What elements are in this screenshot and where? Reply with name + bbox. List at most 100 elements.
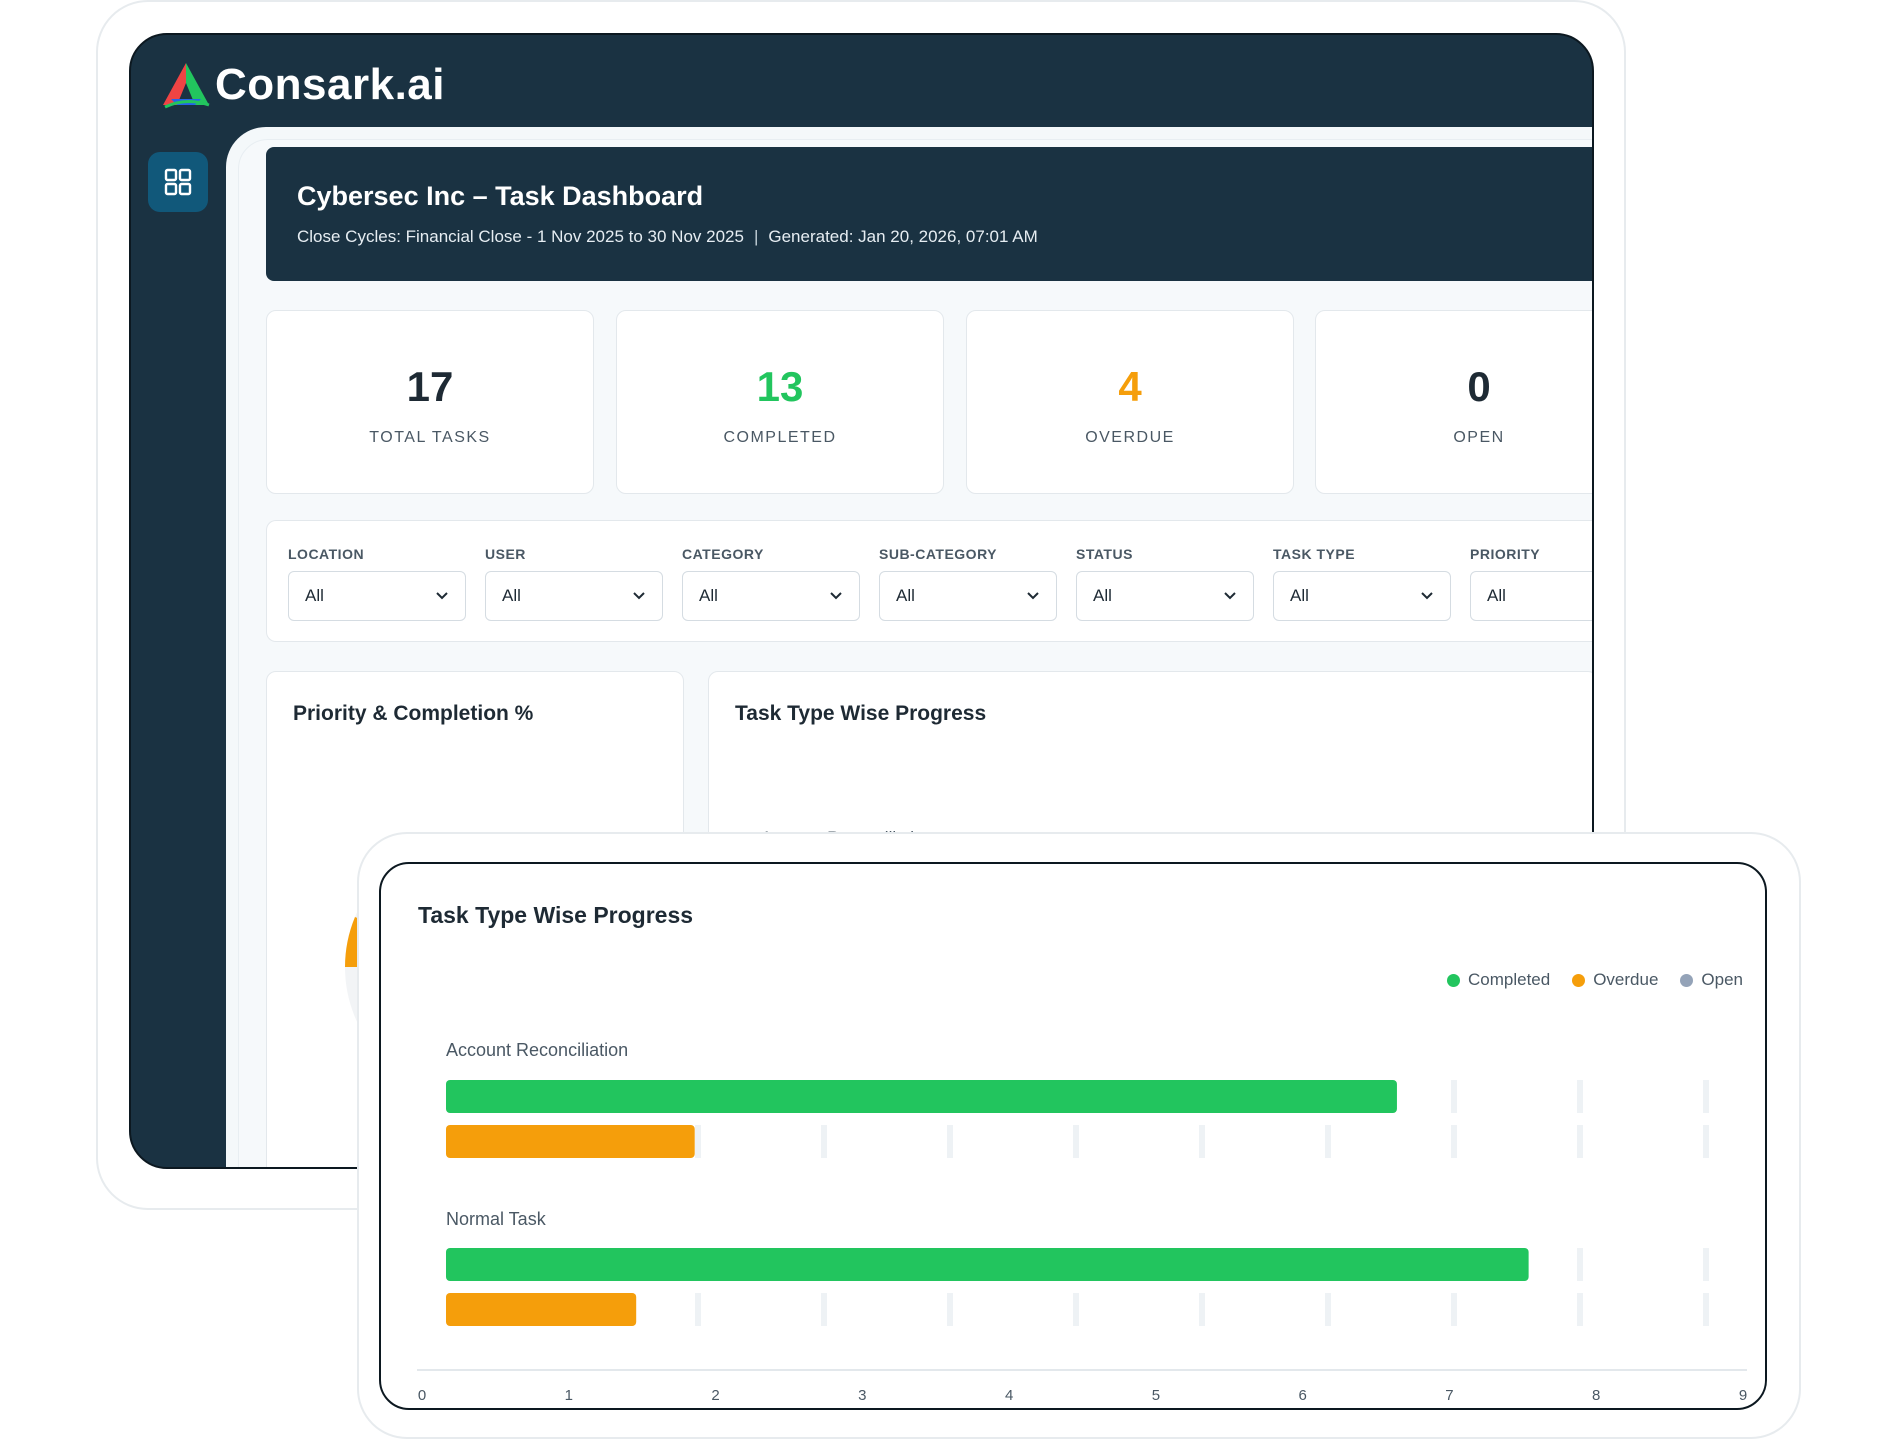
stat-value: 17: [406, 363, 454, 410]
legend-item-open[interactable]: Open: [1680, 970, 1743, 990]
legend-item-overdue[interactable]: Overdue: [1572, 970, 1658, 990]
grid-line: [695, 1293, 701, 1326]
grid-line: [1451, 1080, 1457, 1113]
grid-line: [1703, 1293, 1709, 1326]
stat-value: 13: [756, 363, 804, 410]
stat-label: OPEN: [1453, 429, 1505, 446]
grid-line: [821, 1125, 827, 1158]
stat-card-total[interactable]: 17 TOTAL TASKS: [266, 310, 594, 494]
legend-dot: [1572, 973, 1586, 987]
filter-value: All: [699, 586, 718, 605]
x-tick-label: 2: [711, 1387, 719, 1404]
bar-completed-1[interactable]: [446, 1248, 1529, 1281]
logo-text: Consark.ai: [215, 60, 445, 109]
legend-dot: [1680, 973, 1694, 987]
grid-line: [821, 1293, 827, 1326]
stat-value: 4: [1118, 363, 1142, 410]
filter-select-location[interactable]: All: [288, 571, 466, 621]
stat-card-overdue[interactable]: 4 OVERDUE: [966, 310, 1294, 494]
legend-dot: [1446, 973, 1460, 987]
filter-label-task type: TASK TYPE: [1273, 546, 1356, 562]
stat-card-completed[interactable]: 13 COMPLETED: [616, 310, 944, 494]
x-tick-label: 1: [565, 1387, 573, 1404]
grid-line: [1325, 1125, 1331, 1158]
page-subtitle: Close Cycles: Financial Close - 1 Nov 20…: [297, 227, 1038, 247]
filter-select-sub-category[interactable]: All: [879, 571, 1057, 621]
close-cycle-text: Close Cycles: Financial Close - 1 Nov 20…: [297, 227, 744, 246]
grid-line: [1703, 1080, 1709, 1113]
grid-line: [1451, 1293, 1457, 1326]
chevron-down-icon: [1224, 592, 1236, 600]
chevron-down-icon: [633, 592, 645, 600]
grid-line: [947, 1293, 953, 1326]
x-tick-label: 7: [1445, 1387, 1453, 1404]
bar-overdue-1[interactable]: [446, 1293, 637, 1326]
grid-line: [1451, 1125, 1457, 1158]
stat-label: COMPLETED: [723, 429, 837, 446]
x-tick-label: 6: [1298, 1387, 1306, 1404]
chart-title: Task Type Wise Progress: [418, 902, 694, 928]
page-title: Cybersec Inc – Task Dashboard: [297, 181, 704, 211]
grid-line: [1577, 1248, 1583, 1281]
grid-line: [1703, 1248, 1709, 1281]
legend-item-completed[interactable]: Completed: [1446, 970, 1551, 990]
grid-line: [1199, 1293, 1205, 1326]
chevron-down-icon: [830, 592, 842, 600]
task-type-bar-chart: 0 1 2 3 4 5 6 7 8 9: [417, 1080, 1747, 1404]
filter-bar: LOCATION All USER All CATEGORY All SUB-CATEGOR…: [266, 520, 1592, 642]
category-label: Account Reconciliation: [446, 1040, 629, 1060]
category-label: Normal Task: [446, 1209, 546, 1229]
stat-label: OVERDUE: [1085, 429, 1175, 446]
bar-completed-0[interactable]: [446, 1080, 1397, 1113]
filter-value: All: [305, 586, 324, 605]
task-type-panel-title: Task Type Wise Progress: [735, 702, 987, 725]
grid-line: [1577, 1080, 1583, 1113]
filter-value: All: [1290, 586, 1309, 605]
filter-value: All: [1093, 586, 1112, 605]
x-tick-label: 5: [1152, 1387, 1160, 1404]
filter-value: All: [502, 586, 521, 605]
grid-line: [1073, 1293, 1079, 1326]
stat-label: TOTAL TASKS: [369, 429, 491, 446]
filter-select-task type[interactable]: All: [1273, 571, 1451, 621]
x-tick-label: 9: [1739, 1387, 1747, 1404]
header-separator: |: [753, 227, 759, 246]
stat-card-open[interactable]: 0 OPEN: [1315, 310, 1592, 494]
grid-line: [1703, 1125, 1709, 1158]
grid-line: [1577, 1293, 1583, 1326]
filter-label-priority: PRIORITY: [1470, 546, 1541, 562]
x-tick-label: 4: [1005, 1387, 1013, 1404]
filter-select-status[interactable]: All: [1076, 571, 1254, 621]
chart-legend: Completed Overdue Open: [1446, 970, 1743, 990]
filter-select-user[interactable]: All: [485, 571, 663, 621]
grid-line: [1199, 1125, 1205, 1158]
x-tick-label: 3: [858, 1387, 866, 1404]
legend-label: Open: [1701, 970, 1743, 989]
bar-overdue-0[interactable]: [446, 1125, 695, 1158]
grid-line: [1073, 1125, 1079, 1158]
legend-label: Completed: [1467, 970, 1551, 989]
filter-label-category: CATEGORY: [682, 546, 764, 562]
filter-value: All: [1487, 586, 1506, 605]
task-type-progress-card: Task Type Wise Progress Completed Overdu…: [379, 862, 1767, 1410]
filter-label-location: LOCATION: [288, 546, 365, 562]
grid-line: [695, 1125, 701, 1158]
filter-label-sub-category: SUB-CATEGORY: [879, 546, 997, 562]
chevron-down-icon: [436, 592, 448, 600]
x-tick-label: 8: [1592, 1387, 1600, 1404]
chevron-down-icon: [1421, 592, 1433, 600]
filter-value: All: [896, 586, 915, 605]
logo-mark-icon: [163, 63, 210, 109]
brand-logo[interactable]: Consark.ai: [161, 53, 445, 117]
dashboard-header: Cybersec Inc – Task Dashboard Close Cycl…: [266, 147, 1592, 281]
dashboard-nav-button[interactable]: [148, 152, 208, 212]
stat-value: 0: [1467, 363, 1491, 410]
x-tick-label: 0: [418, 1387, 426, 1404]
filter-label-user: USER: [485, 546, 526, 562]
filter-select-priority[interactable]: All: [1470, 571, 1592, 621]
generated-text: Generated: Jan 20, 2026, 07:01 AM: [768, 227, 1038, 246]
filter-label-status: STATUS: [1076, 546, 1133, 562]
grid-icon: [164, 168, 192, 196]
filter-select-category[interactable]: All: [682, 571, 860, 621]
grid-line: [1325, 1293, 1331, 1326]
